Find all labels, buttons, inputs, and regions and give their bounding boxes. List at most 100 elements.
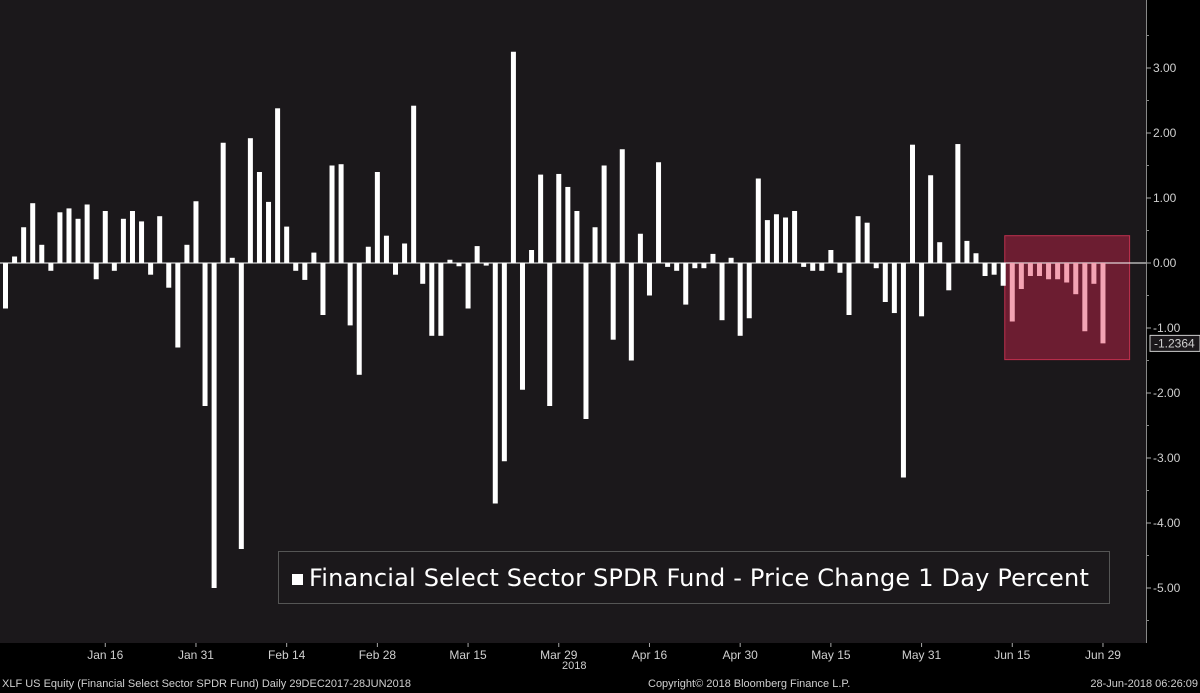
bar: [66, 208, 72, 263]
bar: [365, 246, 371, 263]
bar: [329, 165, 335, 263]
bar: [1000, 263, 1006, 286]
bar: [1082, 263, 1088, 332]
bar: [1046, 263, 1052, 280]
bar: [547, 263, 553, 406]
x-tick-label: Jun 29: [1085, 648, 1121, 662]
x-tick-label: Apr 16: [632, 648, 668, 662]
bar: [873, 263, 879, 269]
bar: [347, 263, 353, 326]
bar: [393, 263, 399, 275]
bar: [583, 263, 589, 419]
bar: [937, 242, 943, 263]
bar: [184, 244, 190, 263]
bar: [356, 263, 362, 375]
bar: [846, 263, 852, 315]
y-axis: 3.00 2.00 1.00 0.00 -1.00 -2.00 -3.00 -4.00 -5.0…: [1146, 0, 1200, 643]
x-tick-label: May 15: [811, 648, 851, 662]
last-value-tag: [1149, 334, 1200, 352]
bar: [819, 263, 825, 271]
x-tick-label: Feb 28: [359, 648, 397, 662]
x-tick-label: Feb 14: [268, 648, 306, 662]
x-tick-label: Jun 15: [994, 648, 1030, 662]
bar: [456, 263, 462, 267]
bar: [656, 162, 662, 263]
bar: [837, 263, 843, 273]
bar: [919, 263, 925, 317]
bar: [84, 204, 90, 263]
bar: [302, 263, 308, 280]
bar: [710, 253, 716, 263]
bar: [57, 212, 63, 263]
x-axis: Jan 16 Jan 31 Feb 14 Feb 28 Mar 15 Mar 29 Apr …: [87, 643, 1121, 662]
bar: [755, 178, 761, 263]
bar-chart: [0, 51, 1146, 588]
x-tick-label: Apr 30: [722, 648, 758, 662]
bar: [1009, 263, 1015, 322]
bar: [592, 227, 598, 263]
bar: [773, 214, 779, 263]
bar: [12, 256, 18, 263]
bar: [810, 263, 816, 271]
x-tick-label: Mar 29: [540, 648, 578, 662]
bar: [139, 221, 145, 263]
bar: [311, 252, 317, 263]
bar: [646, 263, 652, 296]
bar: [891, 263, 897, 314]
bar: [229, 257, 235, 263]
x-tick-label: Mar 15: [449, 648, 487, 662]
bar: [746, 263, 752, 319]
bar: [202, 263, 208, 406]
y-tick-label: 1.00: [1153, 191, 1177, 205]
y-tick-label: 3.00: [1153, 61, 1177, 75]
bar: [556, 173, 562, 263]
bar: [211, 263, 217, 588]
bar: [429, 263, 435, 336]
bar: [692, 263, 698, 269]
bar: [30, 203, 36, 263]
bar: [882, 263, 888, 302]
bar: [701, 263, 707, 269]
x-tick-label: May 31: [902, 648, 942, 662]
bar: [1055, 263, 1061, 280]
bar: [719, 263, 725, 321]
footer-security-info: XLF US Equity (Financial Select Sector S…: [2, 678, 412, 690]
bar: [864, 222, 870, 263]
bar: [728, 257, 734, 263]
bar: [148, 263, 154, 275]
bar: [855, 216, 861, 263]
y-tick-label: 2.00: [1153, 126, 1177, 140]
bar: [946, 263, 952, 291]
bar: [374, 172, 380, 263]
x-tick-label: Jan 31: [178, 648, 214, 662]
last-value-label: -1.2364: [1154, 336, 1195, 350]
bar: [220, 142, 226, 263]
legend-swatch: [292, 574, 303, 585]
bar: [438, 263, 444, 336]
bar: [93, 263, 99, 280]
bar: [538, 174, 544, 263]
bar: [764, 220, 770, 263]
bar: [1027, 263, 1033, 276]
bar: [238, 263, 244, 549]
bar: [501, 263, 507, 462]
y-tick-label: -2.00: [1153, 386, 1181, 400]
bar: [510, 51, 516, 263]
bar: [320, 263, 326, 315]
footer-timestamp: 28-Jun-2018 06:26:09: [1090, 678, 1198, 690]
bar: [1018, 263, 1024, 289]
year-label: 2018: [562, 660, 587, 672]
chart-area: Financial Select Sector SPDR Fund - Pric…: [0, 0, 1146, 643]
bar: [519, 263, 525, 390]
bar: [247, 138, 253, 263]
x-tick-label: Jan 16: [87, 648, 123, 662]
bar: [474, 246, 480, 263]
bar: [1036, 263, 1042, 276]
y-tick-label: -4.00: [1153, 516, 1181, 530]
bar: [910, 144, 915, 263]
bar: [293, 263, 299, 271]
bar: [964, 240, 970, 263]
bar: [828, 250, 834, 263]
bar: [111, 263, 117, 271]
footer: XLF US Equity (Financial Select Sector S…: [0, 675, 1200, 693]
